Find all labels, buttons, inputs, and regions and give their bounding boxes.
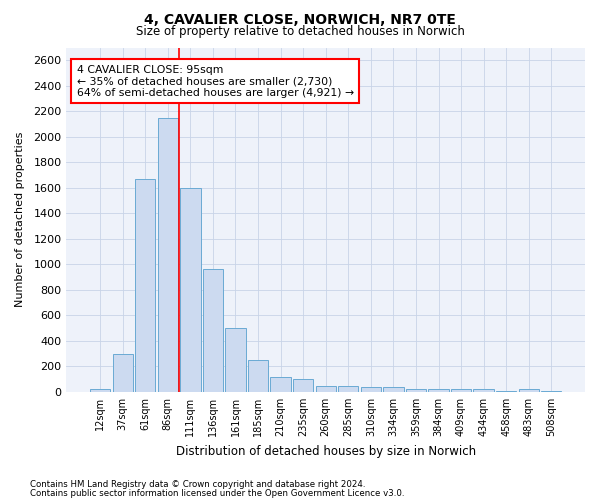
Bar: [338, 386, 358, 392]
Bar: [90, 388, 110, 392]
Bar: [428, 388, 449, 392]
Text: Contains HM Land Registry data © Crown copyright and database right 2024.: Contains HM Land Registry data © Crown c…: [30, 480, 365, 489]
Bar: [248, 360, 268, 392]
Text: Contains public sector information licensed under the Open Government Licence v3: Contains public sector information licen…: [30, 488, 404, 498]
Text: 4 CAVALIER CLOSE: 95sqm
← 35% of detached houses are smaller (2,730)
64% of semi: 4 CAVALIER CLOSE: 95sqm ← 35% of detache…: [77, 64, 354, 98]
Bar: [316, 386, 336, 392]
Bar: [383, 388, 404, 392]
Bar: [361, 388, 381, 392]
X-axis label: Distribution of detached houses by size in Norwich: Distribution of detached houses by size …: [176, 444, 476, 458]
Text: 4, CAVALIER CLOSE, NORWICH, NR7 0TE: 4, CAVALIER CLOSE, NORWICH, NR7 0TE: [144, 12, 456, 26]
Bar: [271, 376, 291, 392]
Bar: [518, 388, 539, 392]
Bar: [180, 188, 200, 392]
Bar: [451, 390, 471, 392]
Bar: [473, 390, 494, 392]
Bar: [158, 118, 178, 392]
Bar: [135, 179, 155, 392]
Bar: [203, 270, 223, 392]
Bar: [293, 379, 313, 392]
Text: Size of property relative to detached houses in Norwich: Size of property relative to detached ho…: [136, 25, 464, 38]
Bar: [406, 390, 426, 392]
Y-axis label: Number of detached properties: Number of detached properties: [15, 132, 25, 308]
Bar: [113, 354, 133, 392]
Bar: [226, 328, 245, 392]
